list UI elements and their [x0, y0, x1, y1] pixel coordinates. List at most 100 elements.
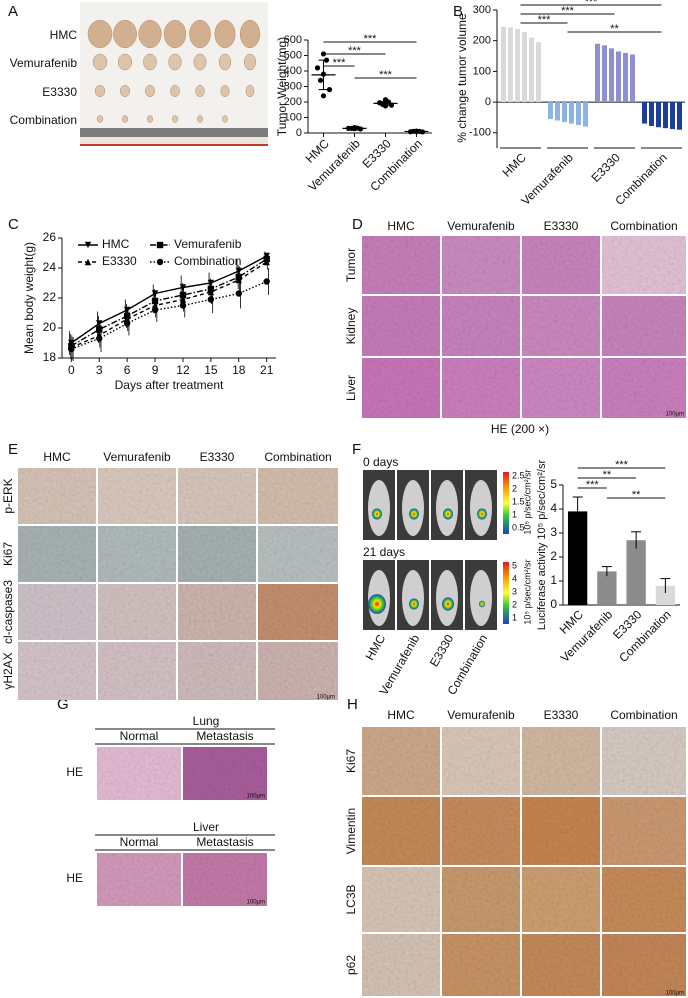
data-line — [70, 258, 268, 347]
signal — [409, 598, 419, 610]
tumor — [244, 53, 256, 71]
marker — [68, 345, 75, 353]
tumor — [189, 19, 211, 49]
colorbar-unit: 10⁵ p/sec/cm²/sr — [522, 469, 532, 534]
bar — [555, 102, 560, 121]
marker — [235, 290, 242, 297]
micrograph-texture — [442, 867, 520, 932]
significance-label: *** — [561, 5, 575, 17]
marker — [207, 279, 215, 287]
micrograph-texture — [97, 747, 181, 800]
column-header: E3330 — [200, 450, 235, 464]
tumor — [195, 85, 205, 97]
data-point — [320, 93, 327, 99]
timepoint-label: 0 days — [363, 455, 398, 469]
data-point — [317, 77, 324, 83]
tumor — [87, 19, 113, 49]
mouse — [402, 480, 424, 536]
bar — [562, 102, 567, 123]
legend-label: Vemurafenib — [174, 237, 242, 251]
tumor — [146, 115, 154, 123]
micrograph-texture — [442, 797, 520, 865]
micrograph-texture — [178, 468, 256, 524]
marker — [96, 326, 103, 333]
tumor — [145, 85, 155, 97]
row-label: LC3B — [344, 884, 358, 914]
y-tick-label: 2 — [550, 549, 557, 563]
micrograph-texture — [258, 526, 338, 582]
bar — [626, 540, 646, 605]
bar — [583, 102, 588, 127]
column-header: Vemurafenib — [447, 219, 515, 233]
bar — [609, 48, 614, 103]
micrograph-texture — [362, 867, 440, 932]
tumor — [143, 53, 157, 71]
x-tick-label: 9 — [152, 363, 159, 377]
significance-label: *** — [586, 479, 600, 491]
bar — [536, 42, 541, 103]
colorbar-tick: 1.5 — [512, 496, 525, 506]
bar — [567, 511, 588, 605]
y-axis-label: Mean body weight(g) — [22, 242, 36, 354]
micrograph-texture — [442, 727, 520, 795]
marker — [123, 320, 131, 327]
micrograph-texture — [602, 358, 686, 418]
colorbar — [503, 472, 509, 534]
photo-row-label: Combination — [10, 113, 77, 127]
x-tick-label: HMC — [500, 150, 529, 179]
mouse-label: E3330 — [427, 632, 457, 669]
mouse — [470, 480, 492, 536]
marker — [179, 302, 187, 309]
x-tick-label: 21 — [260, 363, 274, 377]
marker — [235, 267, 242, 275]
colorbar-tick: 2 — [512, 483, 517, 493]
panel-label: A — [8, 3, 18, 20]
colorbar-tick: 2.5 — [512, 470, 525, 480]
marker — [84, 241, 92, 249]
bar — [569, 102, 574, 124]
micrograph-texture — [522, 867, 600, 932]
y-tick-label: 0 — [485, 96, 491, 108]
y-tick-label: 300 — [473, 4, 491, 16]
caption: HE (200 ×) — [491, 422, 549, 436]
bar — [501, 26, 506, 103]
micrograph-texture — [362, 236, 440, 294]
micrograph-texture — [522, 727, 600, 795]
scale-bar-label: 100μm — [666, 991, 684, 997]
y-tick-label: 5 — [550, 477, 557, 491]
legend-label: HMC — [102, 237, 130, 251]
tumor — [170, 85, 180, 97]
row-label: Vimentin — [344, 808, 358, 854]
bar — [508, 27, 513, 103]
x-tick-label: 12 — [176, 363, 190, 377]
marker — [156, 258, 164, 266]
scale-bar-label: 100μm — [317, 695, 335, 701]
tumor — [172, 115, 178, 123]
marker — [263, 278, 270, 285]
significance-label: *** — [615, 459, 629, 471]
tumor — [214, 19, 236, 49]
colorbar-unit: 10⁵ p/sec/cm²/sr — [522, 559, 532, 624]
y-tick-label: 100 — [284, 111, 302, 123]
micrograph-texture — [362, 727, 440, 795]
y-tick-label: 3 — [550, 525, 557, 539]
y-tick-label: -100 — [469, 127, 491, 139]
x-tick-label: 3 — [96, 363, 103, 377]
bar — [529, 37, 534, 103]
micrograph-texture — [602, 236, 686, 294]
colorbar-tick: 1 — [512, 612, 517, 622]
photo-row-label: HMC — [50, 28, 78, 42]
micrograph-texture — [178, 584, 256, 640]
y-axis-label: Tumor Weight(mg) — [275, 37, 289, 136]
bar — [670, 102, 675, 130]
marker — [151, 306, 159, 314]
y-tick-label: 400 — [284, 65, 302, 77]
y-tick-label: 300 — [284, 80, 302, 92]
colorbar-tick: 0.5 — [512, 522, 525, 532]
row-label: Liver — [344, 375, 358, 401]
bar — [642, 102, 647, 124]
micrograph-texture — [178, 526, 256, 582]
tumor — [138, 19, 162, 49]
column-header: HMC — [387, 708, 415, 722]
micrograph-texture — [18, 584, 96, 640]
